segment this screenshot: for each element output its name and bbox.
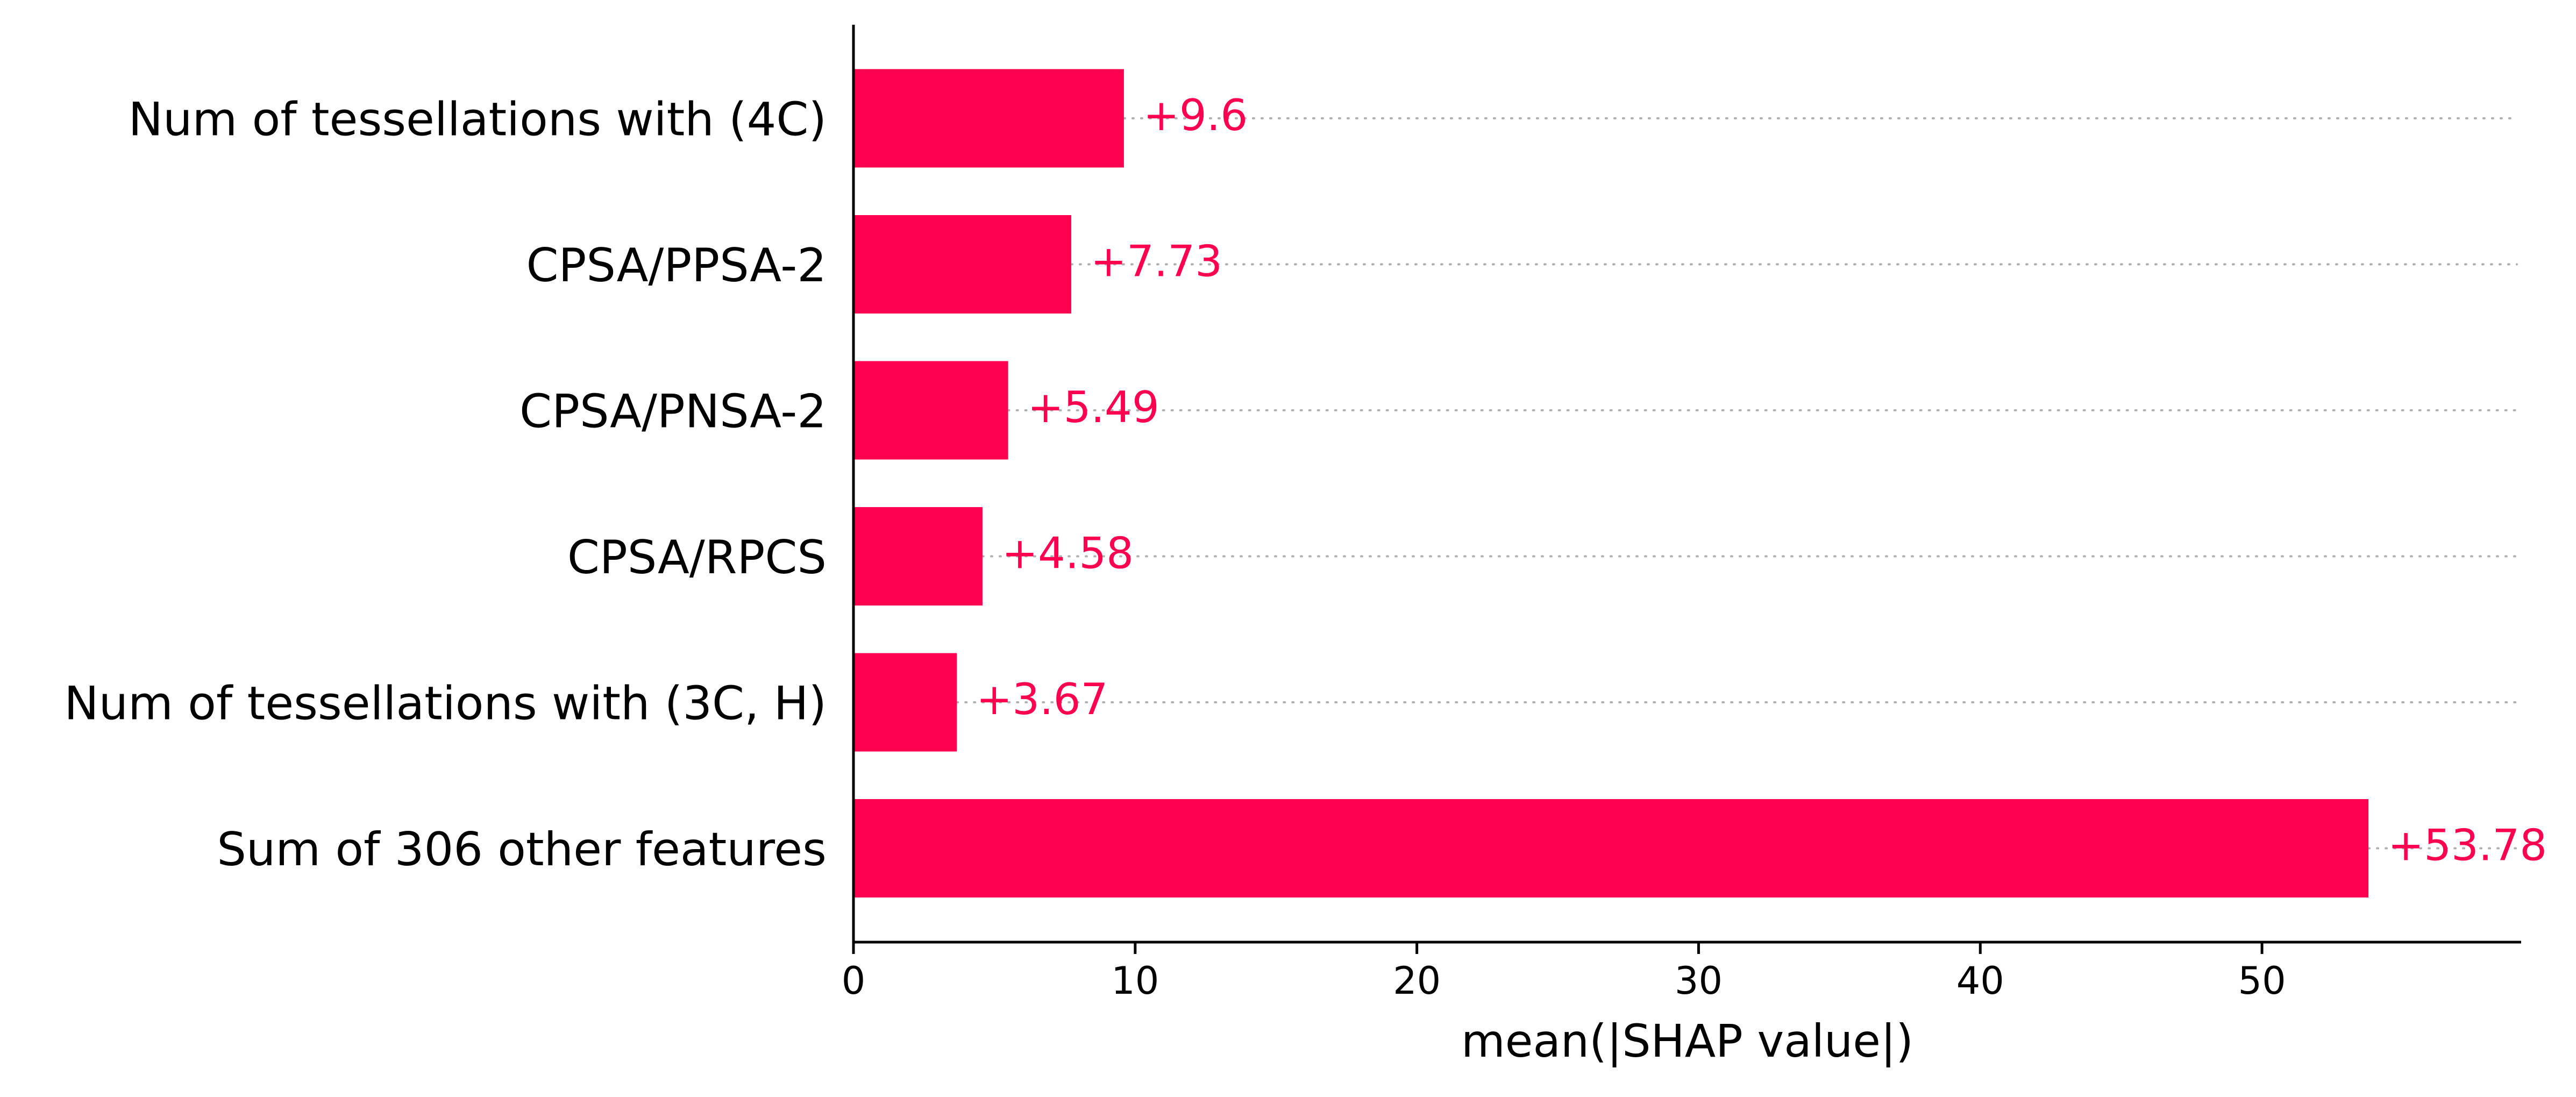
bar bbox=[853, 799, 2369, 897]
value-label: +3.67 bbox=[976, 674, 1108, 724]
x-tick-label: 20 bbox=[1393, 959, 1441, 1003]
feature-label: Num of tessellations with (4C) bbox=[129, 92, 827, 146]
bar bbox=[853, 215, 1071, 314]
value-label: +53.78 bbox=[2388, 820, 2547, 870]
bars bbox=[853, 69, 2369, 897]
value-label: +9.6 bbox=[1143, 90, 1248, 140]
bar bbox=[853, 653, 957, 752]
feature-labels: Num of tessellations with (4C) CPSA/PPSA-… bbox=[64, 92, 827, 877]
axes bbox=[852, 25, 2521, 944]
x-tick-label: 0 bbox=[842, 959, 866, 1003]
value-label: +5.49 bbox=[1028, 382, 1159, 432]
bar bbox=[853, 69, 1124, 168]
guide-lines bbox=[956, 117, 2518, 850]
feature-label: CPSA/PNSA-2 bbox=[520, 384, 827, 438]
x-tick-label: 30 bbox=[1675, 959, 1723, 1003]
x-axis-ticks: 0 10 20 30 40 50 bbox=[842, 942, 2286, 1003]
feature-label: Sum of 306 other features bbox=[217, 823, 827, 877]
x-tick-label: 10 bbox=[1111, 959, 1159, 1003]
x-axis-title: mean(|SHAP value|) bbox=[1461, 1015, 1913, 1067]
feature-label: CPSA/PPSA-2 bbox=[526, 239, 827, 293]
value-label: +4.58 bbox=[1002, 528, 1134, 578]
feature-label: Num of tessellations with (3C, H) bbox=[64, 676, 827, 730]
feature-label: CPSA/RPCS bbox=[567, 531, 827, 585]
value-labels: +9.6 +7.73 +5.49 +4.58 +3.67 +53.78 bbox=[976, 90, 2547, 871]
bar bbox=[853, 361, 1008, 460]
bar bbox=[853, 507, 983, 606]
x-tick-label: 50 bbox=[2238, 959, 2286, 1003]
x-tick-label: 40 bbox=[1956, 959, 2004, 1003]
value-label: +7.73 bbox=[1091, 236, 1222, 286]
